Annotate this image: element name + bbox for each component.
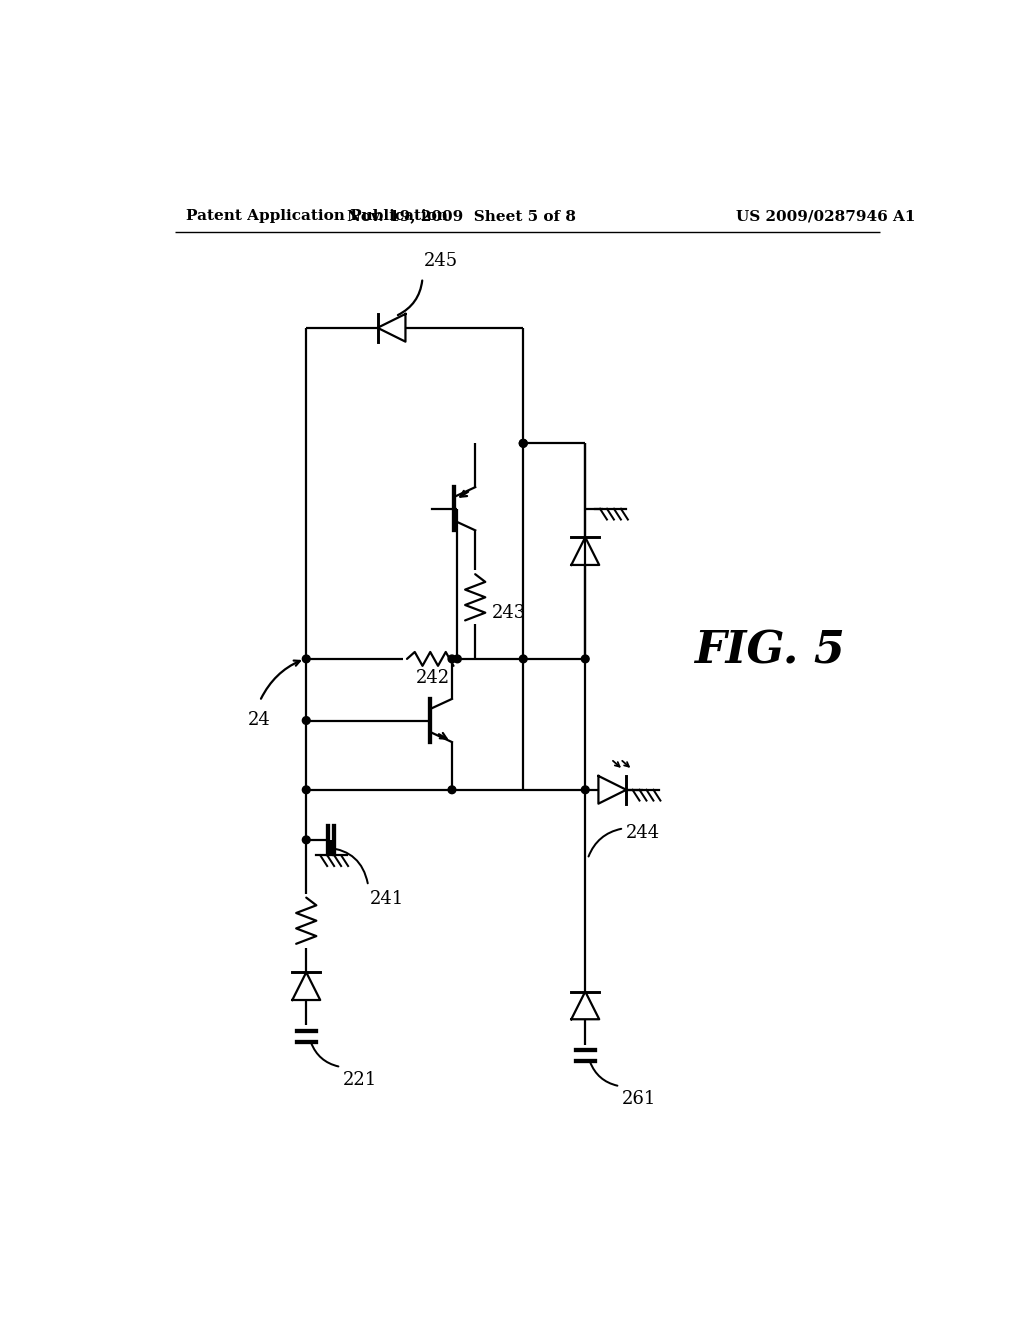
Circle shape <box>519 440 527 447</box>
Circle shape <box>302 717 310 725</box>
Text: Nov. 19, 2009  Sheet 5 of 8: Nov. 19, 2009 Sheet 5 of 8 <box>347 209 575 223</box>
Text: 242: 242 <box>417 669 451 688</box>
Circle shape <box>454 655 461 663</box>
Circle shape <box>582 655 589 663</box>
Circle shape <box>582 785 589 793</box>
Text: US 2009/0287946 A1: US 2009/0287946 A1 <box>736 209 915 223</box>
Circle shape <box>302 785 310 793</box>
Circle shape <box>302 836 310 843</box>
Text: 244: 244 <box>626 825 659 842</box>
Circle shape <box>519 440 527 447</box>
Text: 221: 221 <box>343 1071 377 1089</box>
Text: 245: 245 <box>424 252 458 271</box>
Text: 241: 241 <box>370 890 404 908</box>
Circle shape <box>302 655 310 663</box>
Text: FIG. 5: FIG. 5 <box>693 630 845 673</box>
Text: 24: 24 <box>248 711 271 729</box>
Text: 243: 243 <box>493 603 526 622</box>
Circle shape <box>449 655 456 663</box>
Text: 261: 261 <box>622 1090 656 1107</box>
Text: Patent Application Publication: Patent Application Publication <box>186 209 449 223</box>
Circle shape <box>449 785 456 793</box>
Circle shape <box>519 655 527 663</box>
